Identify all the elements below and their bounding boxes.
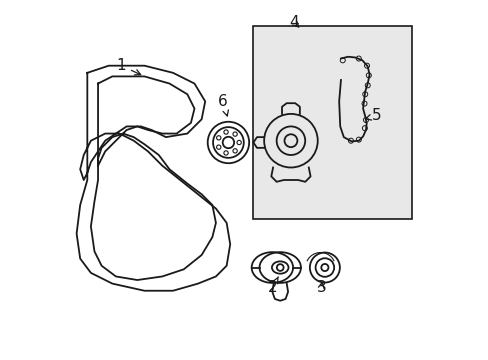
- Text: 4: 4: [289, 15, 299, 30]
- Text: 1: 1: [116, 58, 141, 75]
- Text: 6: 6: [218, 94, 228, 116]
- Text: 2: 2: [268, 277, 278, 295]
- Bar: [253, 26, 411, 219]
- Text: 5: 5: [365, 108, 381, 123]
- Text: 3: 3: [316, 280, 325, 295]
